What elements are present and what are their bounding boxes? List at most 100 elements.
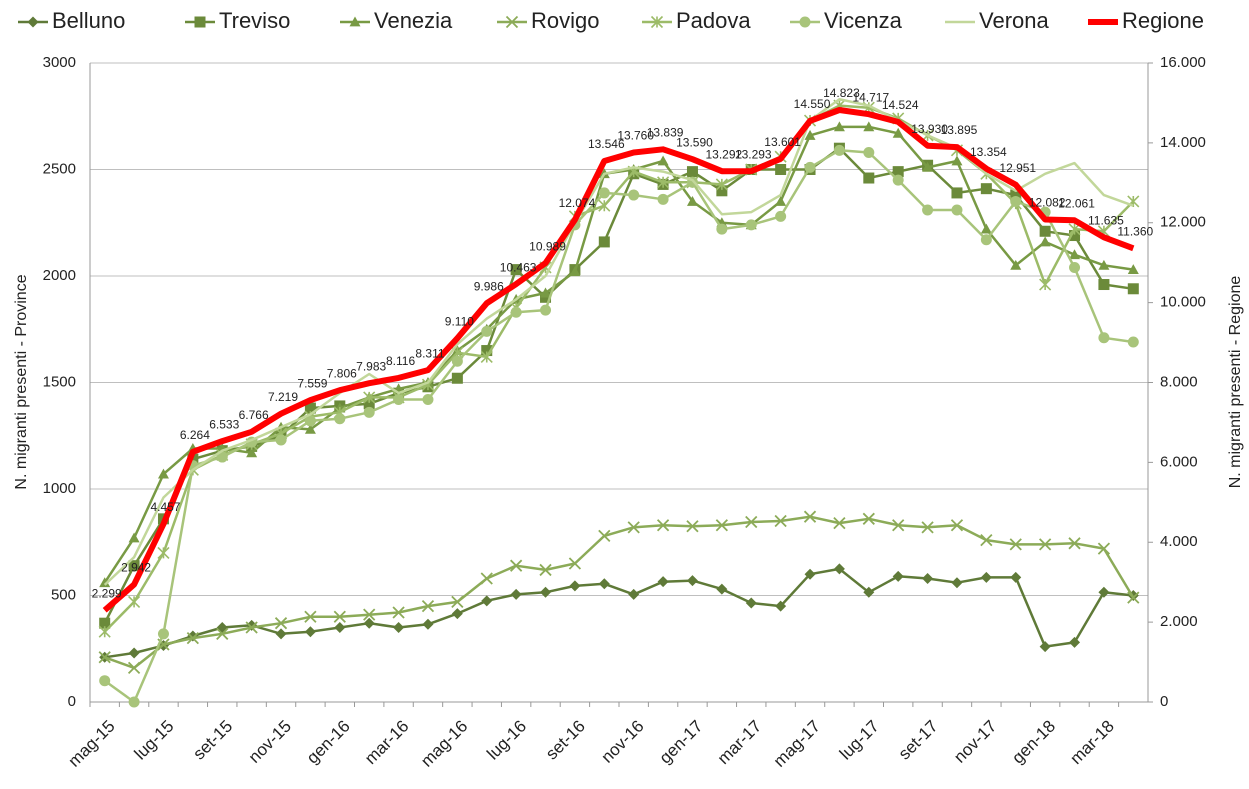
series-line (104, 567, 1134, 659)
data-label: 14.550 (794, 97, 831, 111)
data-point (1009, 538, 1022, 551)
series-line (104, 515, 1135, 670)
data-label: 11.360 (1117, 224, 1153, 238)
data-point (128, 647, 140, 659)
legend-marker (194, 16, 206, 28)
data-point (598, 578, 610, 590)
data-point (363, 617, 375, 629)
y-tick-label: 1500 (43, 373, 76, 390)
series-line (103, 104, 1135, 633)
data-point (627, 521, 640, 534)
data-point (569, 580, 581, 592)
data-point (745, 515, 758, 529)
data-point (1039, 236, 1051, 247)
data-point (775, 164, 787, 175)
x-tick-label: gen-16 (303, 717, 354, 768)
x-tick-label: mag-16 (417, 717, 471, 771)
data-point (510, 588, 522, 600)
data-point (598, 187, 610, 199)
data-point (804, 568, 816, 580)
data-label: 13.293 (735, 147, 772, 161)
data-point (833, 516, 846, 530)
data-point (863, 586, 875, 598)
data-point (128, 560, 140, 572)
data-point (863, 146, 875, 158)
data-label: 12.951 (999, 161, 1036, 175)
data-point (1069, 636, 1081, 648)
data-point (775, 210, 787, 222)
data-label: 8.116 (386, 354, 415, 368)
data-point (951, 204, 963, 216)
x-tick-label: nov-15 (245, 717, 295, 767)
data-point (833, 563, 845, 575)
data-point (304, 415, 316, 427)
data-point (892, 127, 904, 138)
data-point (99, 577, 111, 588)
data-point (334, 413, 346, 425)
x-tick-label: set-16 (542, 717, 589, 764)
data-label: 6.766 (239, 408, 269, 422)
data-point (451, 355, 463, 367)
data-point (833, 144, 845, 156)
data-point (1098, 279, 1110, 291)
data-label: 9.110 (445, 314, 474, 328)
data-point (274, 617, 288, 630)
data-point (510, 306, 522, 318)
series-line (103, 125, 1134, 584)
data-point (922, 572, 934, 584)
data-point (363, 608, 376, 621)
data-label: 12.074 (559, 196, 596, 210)
data-point (128, 696, 140, 708)
x-tick-label: lug-17 (836, 717, 883, 764)
data-point (568, 557, 582, 570)
data-point (833, 121, 845, 132)
data-label: 13.354 (970, 145, 1007, 159)
data-point (716, 185, 728, 197)
data-point (481, 325, 493, 337)
data-point (1039, 538, 1052, 551)
data-point (393, 621, 405, 633)
legend-label: Regione (1122, 8, 1204, 33)
data-point (480, 350, 493, 364)
data-label: 13.546 (588, 137, 625, 151)
data-point (686, 195, 698, 206)
data-point (1127, 264, 1139, 275)
data-point (657, 155, 669, 166)
x-tick-label: nov-17 (950, 717, 1000, 767)
data-point (1039, 278, 1052, 291)
x-tick-label: lug-16 (483, 717, 530, 764)
data-point (775, 600, 787, 612)
data-point (1068, 537, 1081, 550)
data-point (657, 576, 669, 588)
data-label: 2.299 (92, 586, 122, 600)
data-point (216, 451, 228, 463)
data-point (1127, 336, 1139, 348)
y-tick-label: 0 (68, 693, 76, 710)
y2-tick-label: 4.000 (1160, 533, 1198, 550)
x-tick-label: gen-17 (656, 717, 707, 768)
data-point (686, 520, 699, 533)
data-point (216, 621, 228, 633)
data-point (99, 675, 111, 687)
data-label: 13.590 (676, 135, 713, 149)
data-point (716, 583, 728, 595)
data-point (1127, 283, 1139, 295)
data-point (422, 394, 434, 406)
data-point (393, 394, 405, 406)
data-label: 4.457 (150, 500, 180, 514)
data-point (745, 219, 757, 231)
x-tick-label: lug-15 (131, 717, 178, 764)
x-tick-label: gen-18 (1008, 717, 1059, 768)
data-label: 2.942 (121, 561, 151, 575)
data-label: 12.082 (1029, 196, 1066, 210)
data-point (539, 563, 552, 577)
legend-label: Rovigo (531, 8, 599, 33)
data-point (715, 519, 728, 532)
data-label: 6.533 (209, 417, 239, 431)
y-tick-label: 2000 (43, 267, 76, 284)
data-point (863, 121, 875, 132)
data-label: 13.292 (706, 147, 743, 161)
data-point (980, 533, 993, 547)
data-point (481, 595, 493, 607)
data-point (304, 626, 316, 638)
